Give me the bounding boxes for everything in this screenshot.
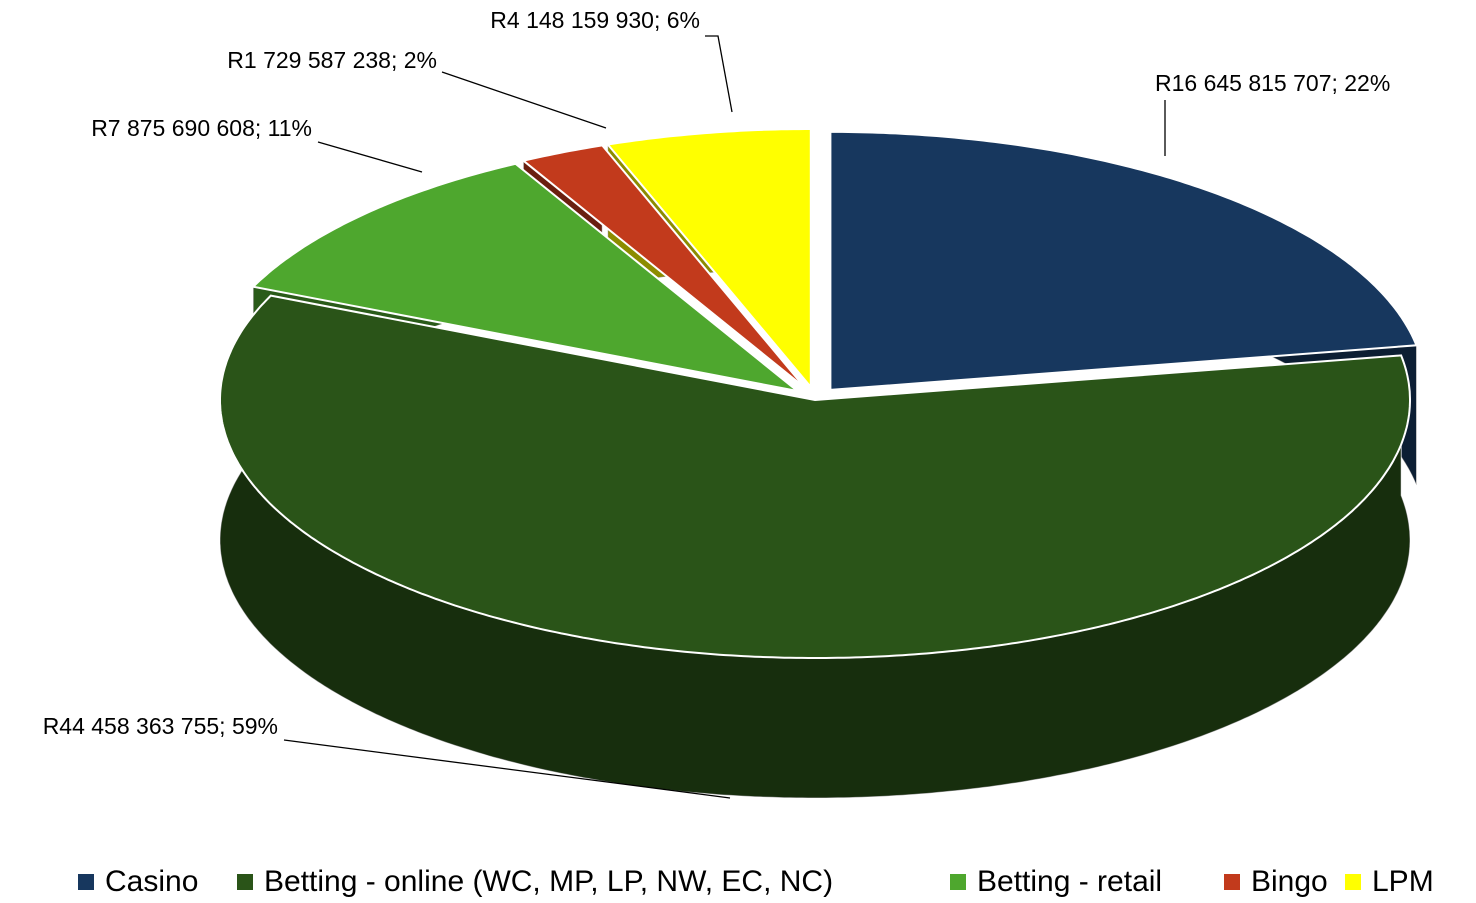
leader-line	[705, 35, 733, 113]
pie-slice	[605, 128, 812, 390]
pie-slice	[521, 144, 806, 389]
pie-tops	[219, 128, 1418, 659]
data-label: R16 645 815 707; 22%	[1155, 70, 1390, 96]
pie-slice	[219, 294, 1411, 659]
leader-line	[283, 739, 731, 799]
legend-swatch	[950, 874, 966, 890]
legend-swatch	[1345, 874, 1361, 890]
legend-swatch	[78, 874, 94, 890]
pie-slice	[251, 162, 799, 392]
legend-label: Betting - online (WC, MP, LP, NW, EC, NC…	[264, 865, 833, 898]
pie-wall-shade	[220, 295, 1410, 798]
legend-swatch	[237, 874, 253, 890]
data-label: R4 148 159 930; 6%	[490, 7, 700, 33]
legend-label: Betting - retail	[977, 865, 1162, 898]
legend-label: LPM	[1372, 865, 1434, 898]
data-label: R7 875 690 608; 11%	[91, 115, 312, 141]
leader-line	[317, 141, 423, 173]
data-labels: R16 645 815 707; 22% R44 458 363 755; 59%…	[43, 7, 1390, 799]
data-label: R44 458 363 755; 59%	[43, 713, 278, 739]
legend-label: Casino	[105, 865, 198, 898]
legend-swatch	[1224, 874, 1240, 890]
legend: Casino Betting - online (WC, MP, LP, NW, …	[78, 865, 1434, 898]
leader-line	[441, 71, 607, 129]
legend-label: Bingo	[1251, 865, 1328, 898]
pie-slice	[829, 130, 1418, 391]
data-label: R1 729 587 238; 2%	[227, 47, 437, 73]
